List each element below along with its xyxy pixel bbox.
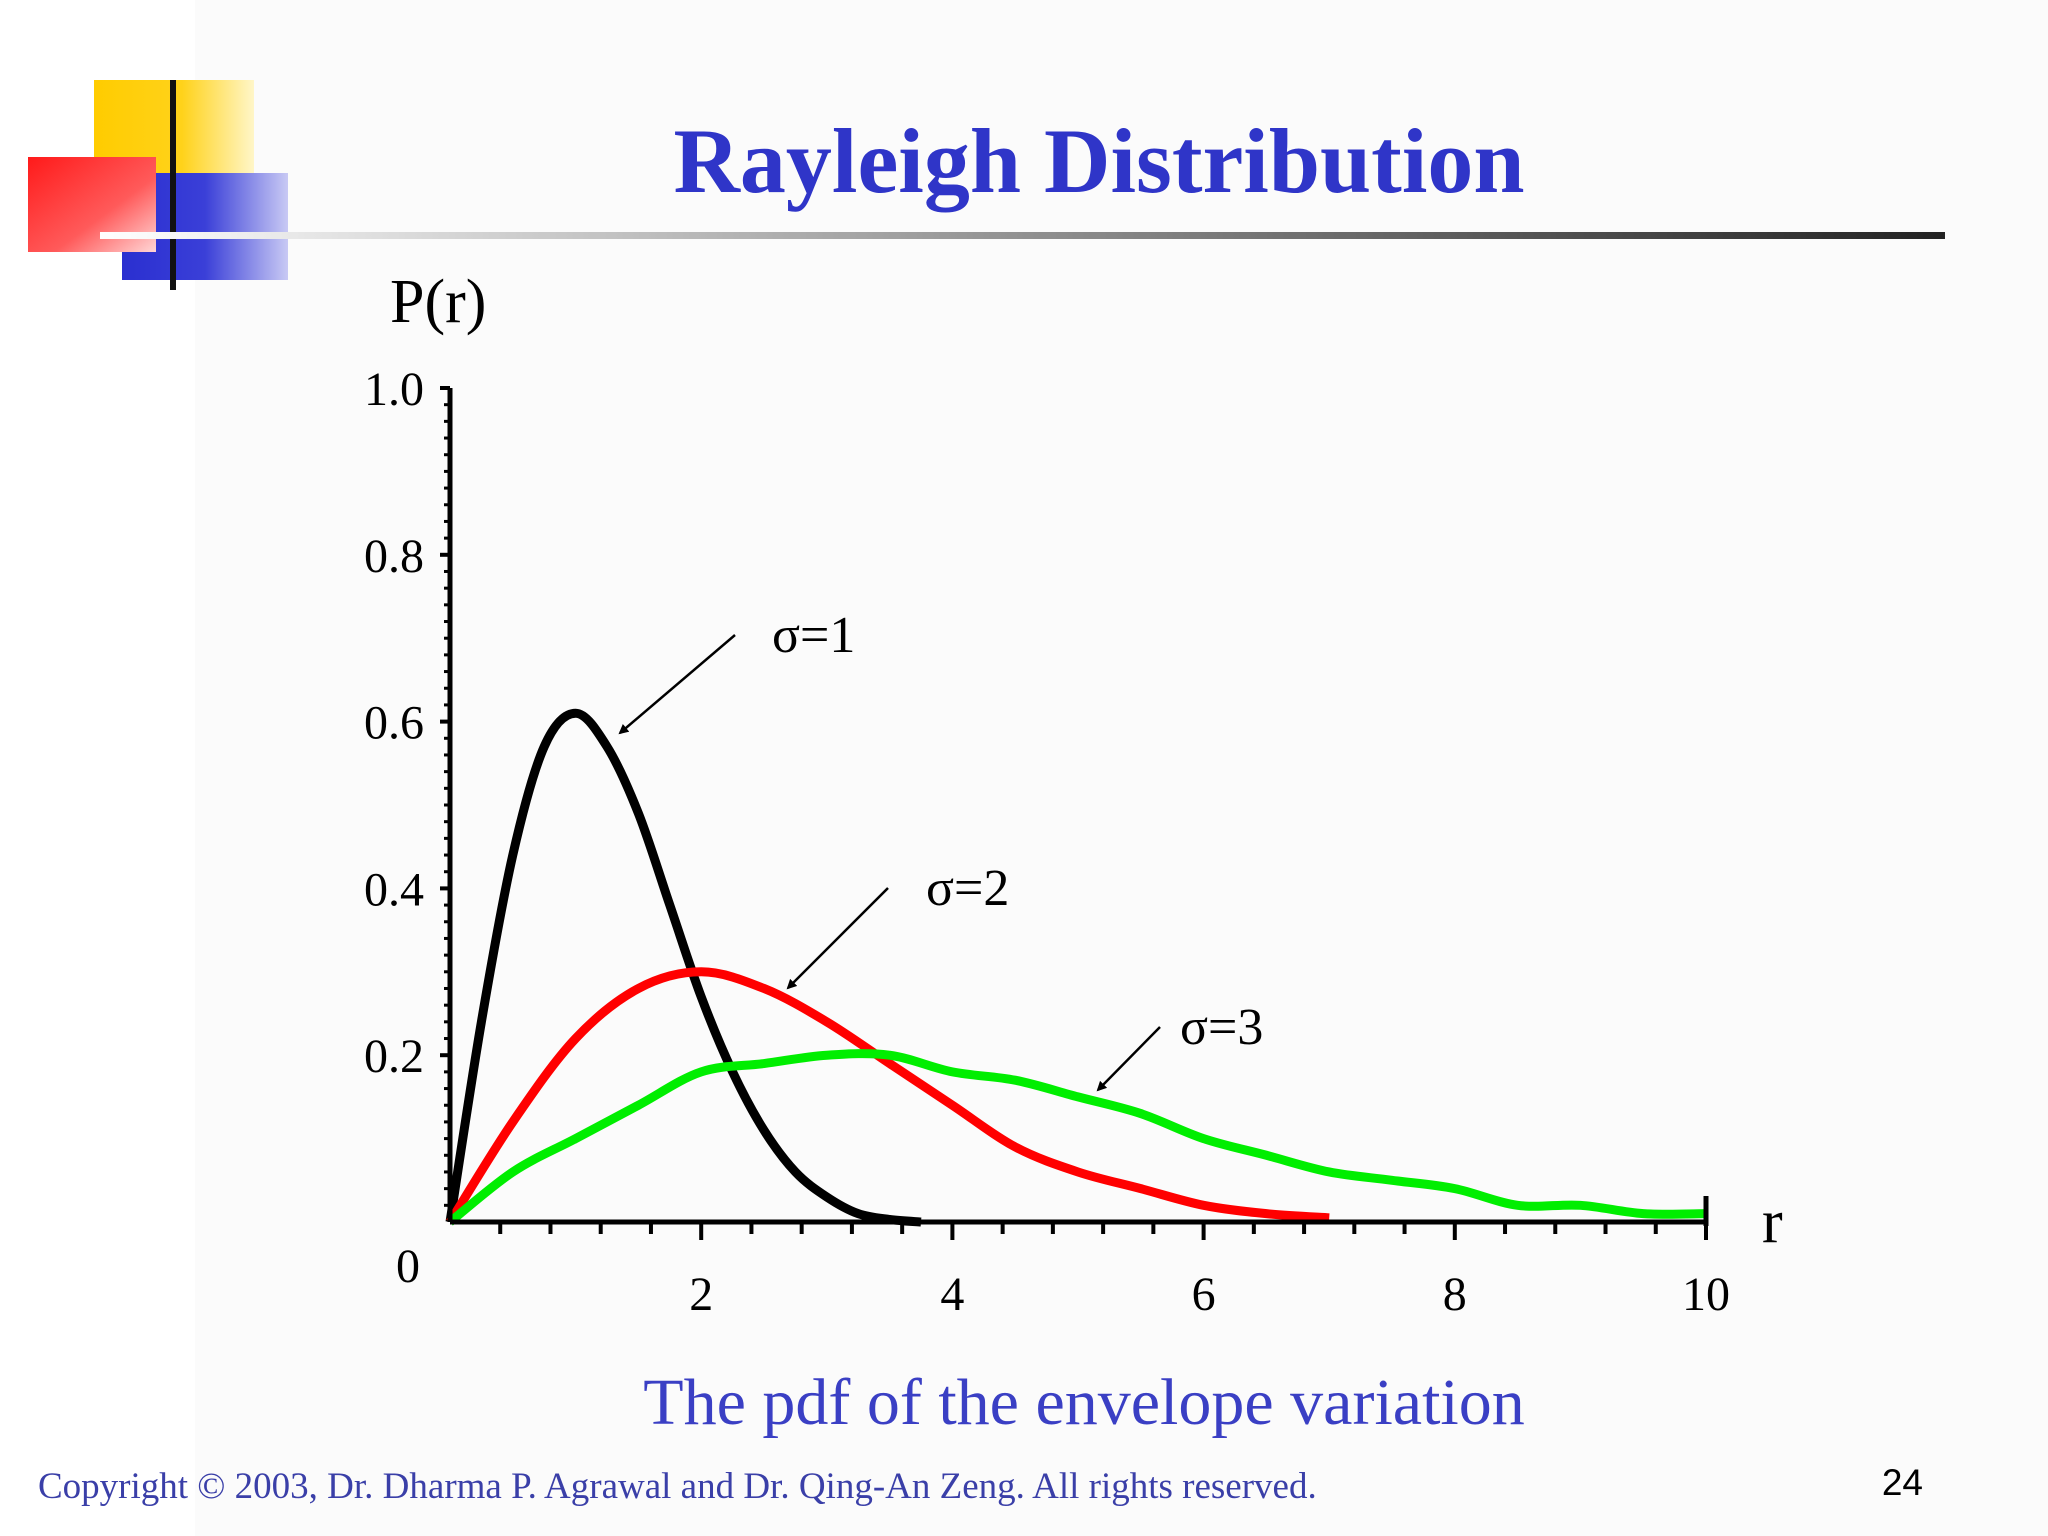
y-tick-label: 1.0 <box>364 363 424 416</box>
title-underline <box>100 232 1945 239</box>
page-number: 24 <box>1881 1462 1923 1503</box>
annotation-arrow <box>786 887 889 990</box>
x-ticks: 0 2 4 6 8 10 <box>396 1196 1730 1321</box>
deco-vertical-bar <box>170 80 176 290</box>
y-ticks: 0.2 0.4 0.6 0.8 1.0 <box>364 363 450 1207</box>
y-tick-label: 0.4 <box>364 863 424 916</box>
y-tick-label: 0.2 <box>364 1030 424 1083</box>
slide-title: Rayleigh Distribution <box>673 110 1525 212</box>
slide-caption: The pdf of the envelope variation <box>643 1366 1525 1439</box>
slide-background <box>195 0 2048 1536</box>
x-tick-label: 10 <box>1682 1268 1730 1321</box>
series-layer <box>445 708 1707 1227</box>
y-tick-label: 0.8 <box>364 530 424 583</box>
series-line-1 <box>445 708 922 1227</box>
annotation-arrow <box>1096 1026 1161 1092</box>
x-tick-label: 8 <box>1443 1268 1467 1321</box>
annotation-label-3: σ=3 <box>1180 999 1263 1056</box>
annotation-label-1: σ=1 <box>772 607 855 664</box>
decorative-squares-logo <box>28 80 288 290</box>
annotation-arrow <box>618 634 736 735</box>
y-tick-label: 0.6 <box>364 697 424 750</box>
x-tick-label: 6 <box>1192 1268 1216 1321</box>
annotations: σ=1 σ=2 σ=3 <box>618 607 1263 1092</box>
x-tick-label: 0 <box>396 1240 420 1293</box>
x-tick-label: 4 <box>940 1268 964 1321</box>
y-axis-label: P(r) <box>390 268 486 336</box>
x-tick-label: 2 <box>689 1268 713 1321</box>
annotation-label-2: σ=2 <box>926 860 1009 917</box>
series-line-3 <box>447 1049 1707 1226</box>
x-axis-label: r <box>1762 1188 1783 1256</box>
copyright-notice: Copyright © 2003, Dr. Dharma P. Agrawal … <box>38 1466 1317 1507</box>
